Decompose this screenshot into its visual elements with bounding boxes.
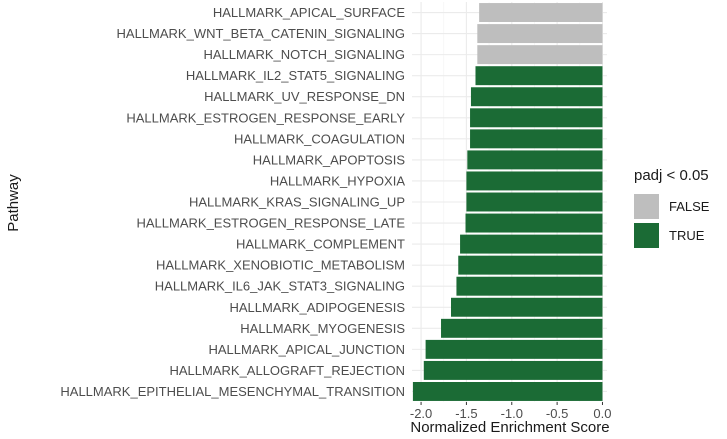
category-label: HALLMARK_NOTCH_SIGNALING	[203, 47, 405, 62]
legend-title: padj < 0.05	[634, 167, 709, 184]
bar	[470, 108, 603, 128]
bar	[467, 150, 603, 170]
bar	[458, 255, 603, 275]
x-tick-label: -1.5	[455, 406, 477, 421]
bar	[477, 24, 603, 44]
category-label: HALLMARK_XENOBIOTIC_METABOLISM	[156, 258, 405, 273]
category-label: HALLMARK_COMPLEMENT	[236, 237, 405, 252]
bar	[470, 129, 603, 149]
legend-key	[634, 223, 659, 248]
bar	[475, 66, 603, 86]
category-label: HALLMARK_APOPTOSIS	[253, 152, 406, 167]
bar	[412, 382, 603, 401]
category-label: HALLMARK_IL6_JAK_STAT3_SIGNALING	[155, 279, 405, 294]
category-label: HALLMARK_ADIPOGENESIS	[229, 300, 405, 315]
bars	[412, 3, 603, 401]
category-label: HALLMARK_EPITHELIAL_MESENCHYMAL_TRANSITI…	[60, 384, 405, 399]
category-label: HALLMARK_HYPOXIA	[270, 173, 405, 188]
x-axis-ticks: -2.0 -1.5 -1.0 -0.5 0.0	[410, 402, 612, 421]
bar	[479, 3, 603, 23]
bar	[460, 234, 603, 254]
x-tick-label: -2.0	[410, 406, 432, 421]
legend-label: FALSE	[669, 199, 710, 214]
bar	[470, 87, 603, 107]
bar	[451, 297, 603, 317]
category-label: HALLMARK_UV_RESPONSE_DN	[204, 89, 405, 104]
legend-label: TRUE	[669, 228, 705, 243]
category-label: HALLMARK_APICAL_JUNCTION	[209, 342, 406, 357]
bar	[456, 276, 603, 296]
x-tick-label: -1.0	[501, 406, 523, 421]
y-axis-title: Pathway	[5, 174, 22, 232]
category-label: HALLMARK_ALLOGRAFT_REJECTION	[169, 363, 405, 378]
category-label: HALLMARK_MYOGENESIS	[240, 321, 405, 336]
category-label: HALLMARK_APICAL_SURFACE	[213, 5, 406, 20]
category-label: HALLMARK_ESTROGEN_RESPONSE_EARLY	[126, 110, 405, 125]
category-label: HALLMARK_IL2_STAT5_SIGNALING	[186, 68, 405, 83]
category-label: HALLMARK_ESTROGEN_RESPONSE_LATE	[136, 216, 405, 231]
bar	[423, 360, 603, 380]
category-label: HALLMARK_WNT_BETA_CATENIN_SIGNALING	[117, 26, 405, 41]
category-label: HALLMARK_COAGULATION	[234, 131, 405, 146]
x-tick-label: 0.0	[593, 406, 611, 421]
bar	[441, 318, 603, 338]
x-tick-label: -0.5	[546, 406, 568, 421]
x-axis-title: Normalized Enrichment Score	[410, 419, 609, 436]
category-label: HALLMARK_KRAS_SIGNALING_UP	[189, 195, 405, 210]
category-labels: HALLMARK_APICAL_SURFACE HALLMARK_WNT_BETA…	[60, 5, 405, 399]
bar	[466, 171, 603, 191]
legend: padj < 0.05 FALSE TRUE	[634, 167, 710, 248]
bar	[465, 213, 603, 233]
bar	[477, 45, 603, 65]
legend-key	[634, 194, 659, 219]
bar	[425, 339, 603, 359]
bar	[466, 192, 603, 212]
